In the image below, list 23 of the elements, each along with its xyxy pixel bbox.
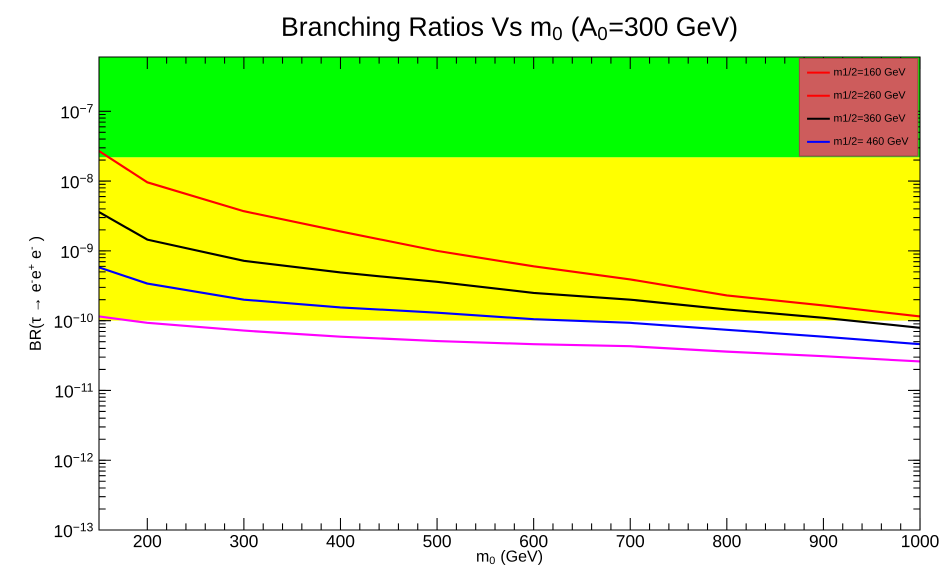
- x-tick-label: 200: [134, 534, 162, 548]
- x-tick-label: 700: [616, 534, 644, 548]
- y-tick-label: 10$^{−7}$: [62, 104, 93, 118]
- x-tick-label: 300: [230, 534, 258, 548]
- chart-title: Branching Ratios Vs m$_{0}$ (A$_{0}$=300 GeV): [283, 16, 736, 42]
- y-tick-label: 10$^{−10}$: [54, 313, 93, 328]
- x-tick-label: 1000: [902, 534, 939, 548]
- legend-label: m1/2=260 GeV: [834, 90, 906, 99]
- y-tick-label: 10$^{−12}$: [54, 453, 93, 468]
- legend-label: m1/2=360 GeV: [834, 114, 906, 122]
- y-tick-label: 10$^{−11}$: [56, 383, 93, 398]
- x-tick-label: 800: [713, 534, 741, 548]
- legend-label: m1/2= 460 GeV: [834, 136, 908, 145]
- y-tick-label: 10$^{−9}$: [62, 244, 93, 258]
- x-tick-label: 400: [326, 534, 354, 548]
- y-tick-label: 10$^{−8}$: [62, 174, 93, 188]
- x-tick-label: 900: [810, 534, 838, 548]
- y-tick-label: 10$^{−13}$: [54, 522, 93, 538]
- x-axis-title: m$_{0}$ (GeV): [477, 550, 542, 565]
- x-tick-label: 500: [423, 534, 451, 548]
- x-tick-label: 600: [520, 534, 548, 548]
- y-axis-title: BR(τ → e$^{-}$e$^{+}$ e$^{-}$ ): [28, 237, 44, 350]
- legend-label: m1/2=160 GeV: [834, 68, 906, 76]
